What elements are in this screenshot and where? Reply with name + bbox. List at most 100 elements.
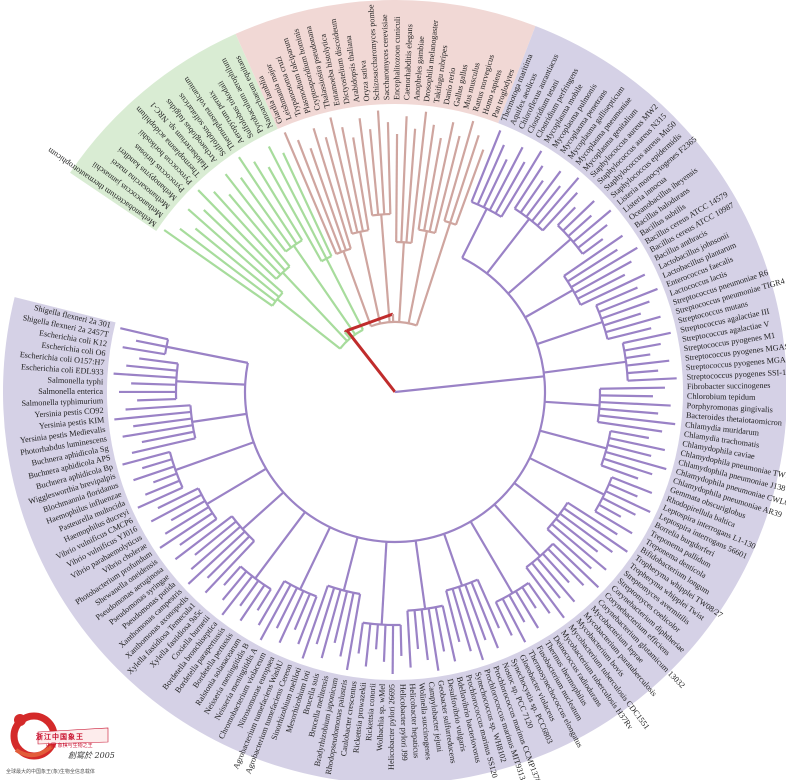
internal-branch <box>417 223 450 326</box>
leaf-branch <box>205 541 254 593</box>
leaf-branch <box>171 501 205 520</box>
leaf-branch <box>526 171 560 217</box>
leaf-branch <box>138 488 183 508</box>
leaf-branch <box>240 581 258 606</box>
internal-branch <box>399 242 404 322</box>
internal-branch <box>175 442 253 470</box>
leaf-branch <box>295 594 310 630</box>
internal-branch <box>255 512 305 578</box>
leaf-branch <box>136 341 166 347</box>
leaf-branch <box>602 498 635 515</box>
leaf-branch <box>610 431 648 438</box>
leaf-branch <box>317 588 335 644</box>
leaf-branch <box>298 596 316 644</box>
internal-branch <box>545 402 600 406</box>
internal-branch <box>381 215 389 323</box>
internal-branch <box>192 414 246 422</box>
internal-branch <box>243 492 284 529</box>
leaf-branch <box>145 481 179 495</box>
leaf-branch <box>359 623 363 654</box>
leaf-branch <box>153 474 176 483</box>
tree-branches <box>114 111 677 674</box>
internal-branch <box>525 290 573 317</box>
leaf-branch <box>606 491 650 512</box>
leaf-branch <box>626 361 669 366</box>
leaf-branch <box>114 412 191 419</box>
root-branch <box>347 331 395 392</box>
logo-footer: 全球最大的中国象王(象)生物全信息载体 <box>6 768 95 775</box>
leaf-branch <box>160 513 212 548</box>
logo-subtitle: 中国 象棋与生物之王 <box>46 742 93 749</box>
leaf-branch <box>604 459 653 475</box>
leaf-branch <box>436 607 444 651</box>
leaf-branch <box>516 591 538 628</box>
leaf-branch <box>133 419 192 427</box>
leaf-branch <box>529 583 550 613</box>
internal-branch <box>409 231 427 323</box>
leaf-branch <box>568 503 618 535</box>
internal-branch <box>207 469 266 504</box>
leaf-branch <box>626 354 651 358</box>
leaf-branch <box>490 147 523 210</box>
leaf-branch <box>422 609 428 660</box>
leaf-branch <box>526 567 564 617</box>
leaf-branch <box>195 521 236 554</box>
leaf-branch <box>598 422 662 432</box>
internal-branch <box>544 362 626 373</box>
leaf-branch <box>126 366 177 371</box>
leaf-branch <box>606 452 667 469</box>
internal-branch <box>494 504 540 556</box>
leaf-branch <box>568 250 618 282</box>
internal-branch <box>283 272 347 341</box>
leaf-branch <box>599 409 658 414</box>
leaf-branch <box>606 317 661 333</box>
internal-branch <box>444 534 462 586</box>
internal-branch <box>540 431 607 449</box>
leaf-label: Helicobacter pylori 26695 <box>387 684 397 770</box>
leaf-branch <box>571 248 637 287</box>
internal-branch <box>508 239 571 293</box>
leaf-branch <box>600 388 665 389</box>
internal-branch <box>416 541 426 609</box>
leaf-branch <box>401 625 402 656</box>
leaf-branch <box>378 111 384 215</box>
leaf-branch <box>277 588 297 628</box>
logo-signature: 創寫於 2005 <box>68 750 115 761</box>
leaf-branch <box>376 624 378 649</box>
leaf-label: Salmonella enterica <box>38 387 103 396</box>
leaf-branch <box>401 116 406 242</box>
leaf-branch <box>131 383 176 384</box>
internal-branch <box>300 527 330 589</box>
internal-branch <box>344 537 358 590</box>
leaf-branch <box>142 459 172 468</box>
leaf-branch <box>600 395 653 396</box>
leaf-label: Salmonella typhi <box>47 375 104 386</box>
internal-branch <box>382 542 387 625</box>
group-arc <box>371 322 417 326</box>
leaf-label: Encephalitozoon cuniculi <box>392 16 402 100</box>
leaf-branch <box>396 134 397 242</box>
leaf-branch <box>139 358 178 363</box>
internal-branch <box>487 219 529 274</box>
leaf-branch <box>628 378 677 380</box>
leaf-branch <box>366 624 371 667</box>
leaf-branch <box>624 344 660 351</box>
leaf-branch <box>133 466 174 480</box>
leaf-branch <box>496 602 512 635</box>
internal-branch <box>471 522 513 594</box>
leaf-branch <box>158 488 198 508</box>
leaf-branch <box>120 328 168 339</box>
internal-branch <box>537 322 602 344</box>
leaf-label: Fibrobacter succinogenes <box>687 381 771 391</box>
leaf-branch <box>553 544 598 588</box>
leaf-label: Chlorobium tepidum <box>687 392 756 402</box>
internal-branch <box>514 483 558 516</box>
internal-branch <box>360 232 380 324</box>
logo-title: 浙江中国象王 <box>36 732 84 742</box>
leaf-branch <box>568 216 591 237</box>
leaf-branch <box>208 536 250 578</box>
internal-branch <box>176 381 245 384</box>
internal-branch <box>166 347 247 363</box>
leaf-branch <box>578 225 607 248</box>
